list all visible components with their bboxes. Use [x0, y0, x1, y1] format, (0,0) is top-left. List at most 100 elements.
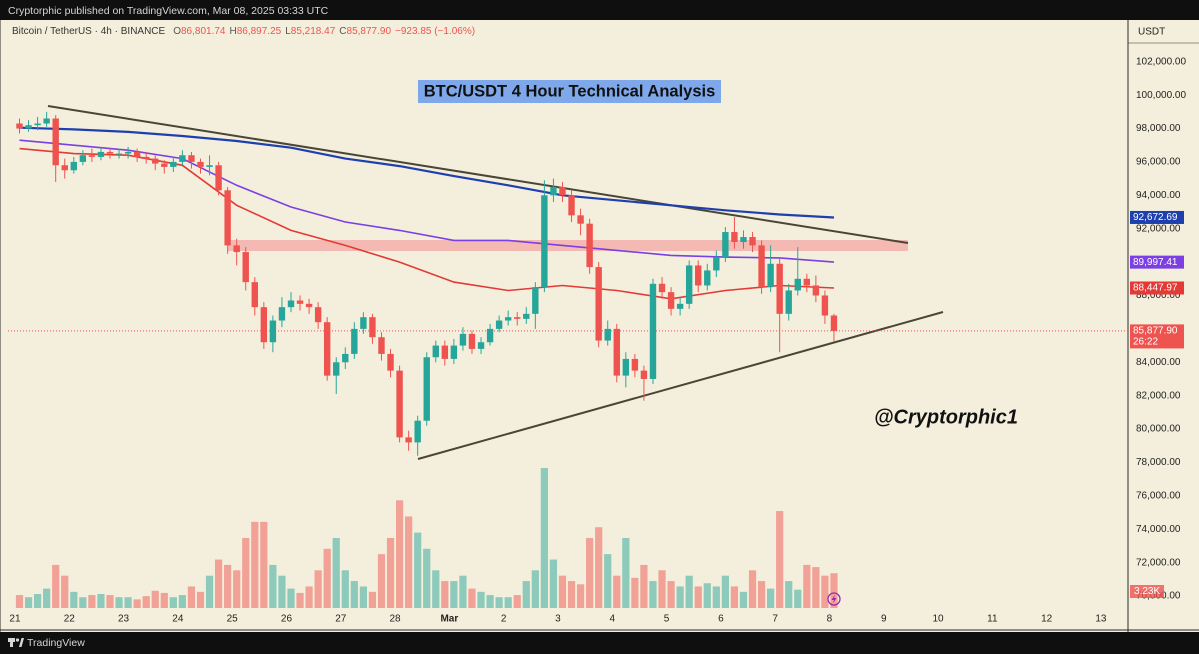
volume-bar [649, 581, 657, 608]
candle-body [740, 237, 747, 243]
candle-body [224, 190, 231, 246]
volume-bar [196, 591, 205, 608]
volume-bar [748, 570, 757, 608]
x-tick-label: 3 [555, 614, 561, 625]
indicator-price-label-box [1130, 281, 1184, 295]
volume-bar [613, 575, 621, 608]
indicator-price-label: 92,672.69 [1133, 212, 1178, 223]
descending-trendline [47, 105, 909, 244]
candle-body [767, 263, 774, 288]
candle-body [821, 295, 829, 316]
ohlc-key: C [339, 26, 346, 37]
volume-bar [377, 554, 386, 608]
volume-bar [15, 595, 24, 608]
volume-bar [450, 581, 458, 608]
volume-bar [97, 594, 105, 608]
candle-body [61, 165, 68, 171]
volume-bar [667, 581, 675, 608]
candle-body [722, 232, 729, 258]
candle-body [749, 237, 756, 246]
volume-bar [260, 521, 268, 608]
volume-bar [721, 575, 729, 608]
volume-bar [178, 595, 186, 608]
candle-body [559, 186, 566, 196]
candle-body [577, 215, 584, 224]
volume-bar [233, 570, 241, 608]
volume-bar [504, 597, 512, 608]
candle-body [631, 358, 639, 371]
title-box [418, 80, 721, 103]
candle-body [459, 333, 467, 346]
tv-logo [8, 638, 24, 647]
volume-bar [151, 590, 159, 608]
volume-bar [323, 548, 331, 608]
volume-bar [88, 595, 96, 608]
y-tick-label: 88,000.00 [1136, 290, 1181, 301]
symbol-legend: Bitcoin / TetherUS · 4h · BINANCE O86,801… [12, 26, 475, 37]
volume-bar [576, 584, 585, 608]
ohlc-value: 85,877.90 [347, 26, 392, 37]
candle-body [595, 267, 602, 341]
volume-bar [214, 559, 223, 608]
candle-body [622, 358, 630, 376]
candle-body [414, 420, 421, 443]
candle-body [776, 263, 783, 314]
candle-body [486, 328, 494, 343]
x-tick-label: 13 [1095, 614, 1107, 625]
candle-body [333, 362, 340, 376]
x-tick-label: 12 [1041, 614, 1053, 625]
indicator-price-label-box [1130, 255, 1184, 269]
candle-body [405, 437, 412, 443]
volume-bar [712, 586, 720, 608]
candle-body [532, 287, 539, 314]
candle-body [685, 265, 693, 304]
x-tick-label: 28 [389, 614, 401, 625]
ohlc-value: 86,897.25 [237, 26, 282, 37]
y-tick-label: 98,000.00 [1136, 123, 1181, 134]
volume-bar [558, 575, 567, 608]
last-price-label-box [1130, 324, 1184, 349]
candle-body [360, 317, 367, 329]
y-tick-label: 80,000.00 [1136, 424, 1181, 435]
x-tick-label: 5 [664, 614, 670, 625]
y-tick-label: 92,000.00 [1136, 223, 1181, 234]
candle-body [495, 320, 503, 329]
y-tick-label: 102,000.00 [1136, 56, 1186, 67]
volume-bar [423, 548, 431, 608]
candle-body [133, 151, 141, 157]
candle-body [52, 118, 59, 166]
x-tick-label: 26 [281, 614, 293, 625]
volume-bar [414, 532, 422, 608]
candle-body [296, 300, 304, 304]
candle-body [613, 328, 620, 376]
volume-bar [350, 581, 358, 608]
volume-bar [468, 588, 476, 608]
volume-bar [757, 581, 766, 608]
indicator-line [19, 126, 835, 219]
volume-bar [703, 583, 711, 608]
volume-bar [251, 521, 259, 608]
candle-body [305, 303, 313, 308]
volume-bar [395, 500, 404, 608]
candle-body [197, 161, 204, 167]
candle-body [441, 345, 449, 359]
y-tick-label: 82,000.00 [1136, 390, 1181, 401]
volume-bar [676, 586, 684, 608]
candle-body [152, 158, 159, 164]
logo-part [19, 638, 24, 647]
candle-body [423, 357, 430, 421]
volume-bar [432, 570, 440, 608]
volume-bar [169, 597, 177, 608]
volume-bar [79, 597, 87, 608]
volume-bar [776, 511, 784, 608]
candle-body [79, 155, 87, 162]
volume-bar [540, 468, 548, 608]
candle-body [43, 118, 50, 124]
volume-bar [595, 527, 603, 608]
candle-body [713, 257, 720, 271]
candle-body [758, 245, 765, 288]
volume-bar [386, 538, 395, 608]
volume-bar [142, 596, 150, 608]
candle-body [106, 151, 114, 154]
volume-bar [224, 564, 232, 608]
